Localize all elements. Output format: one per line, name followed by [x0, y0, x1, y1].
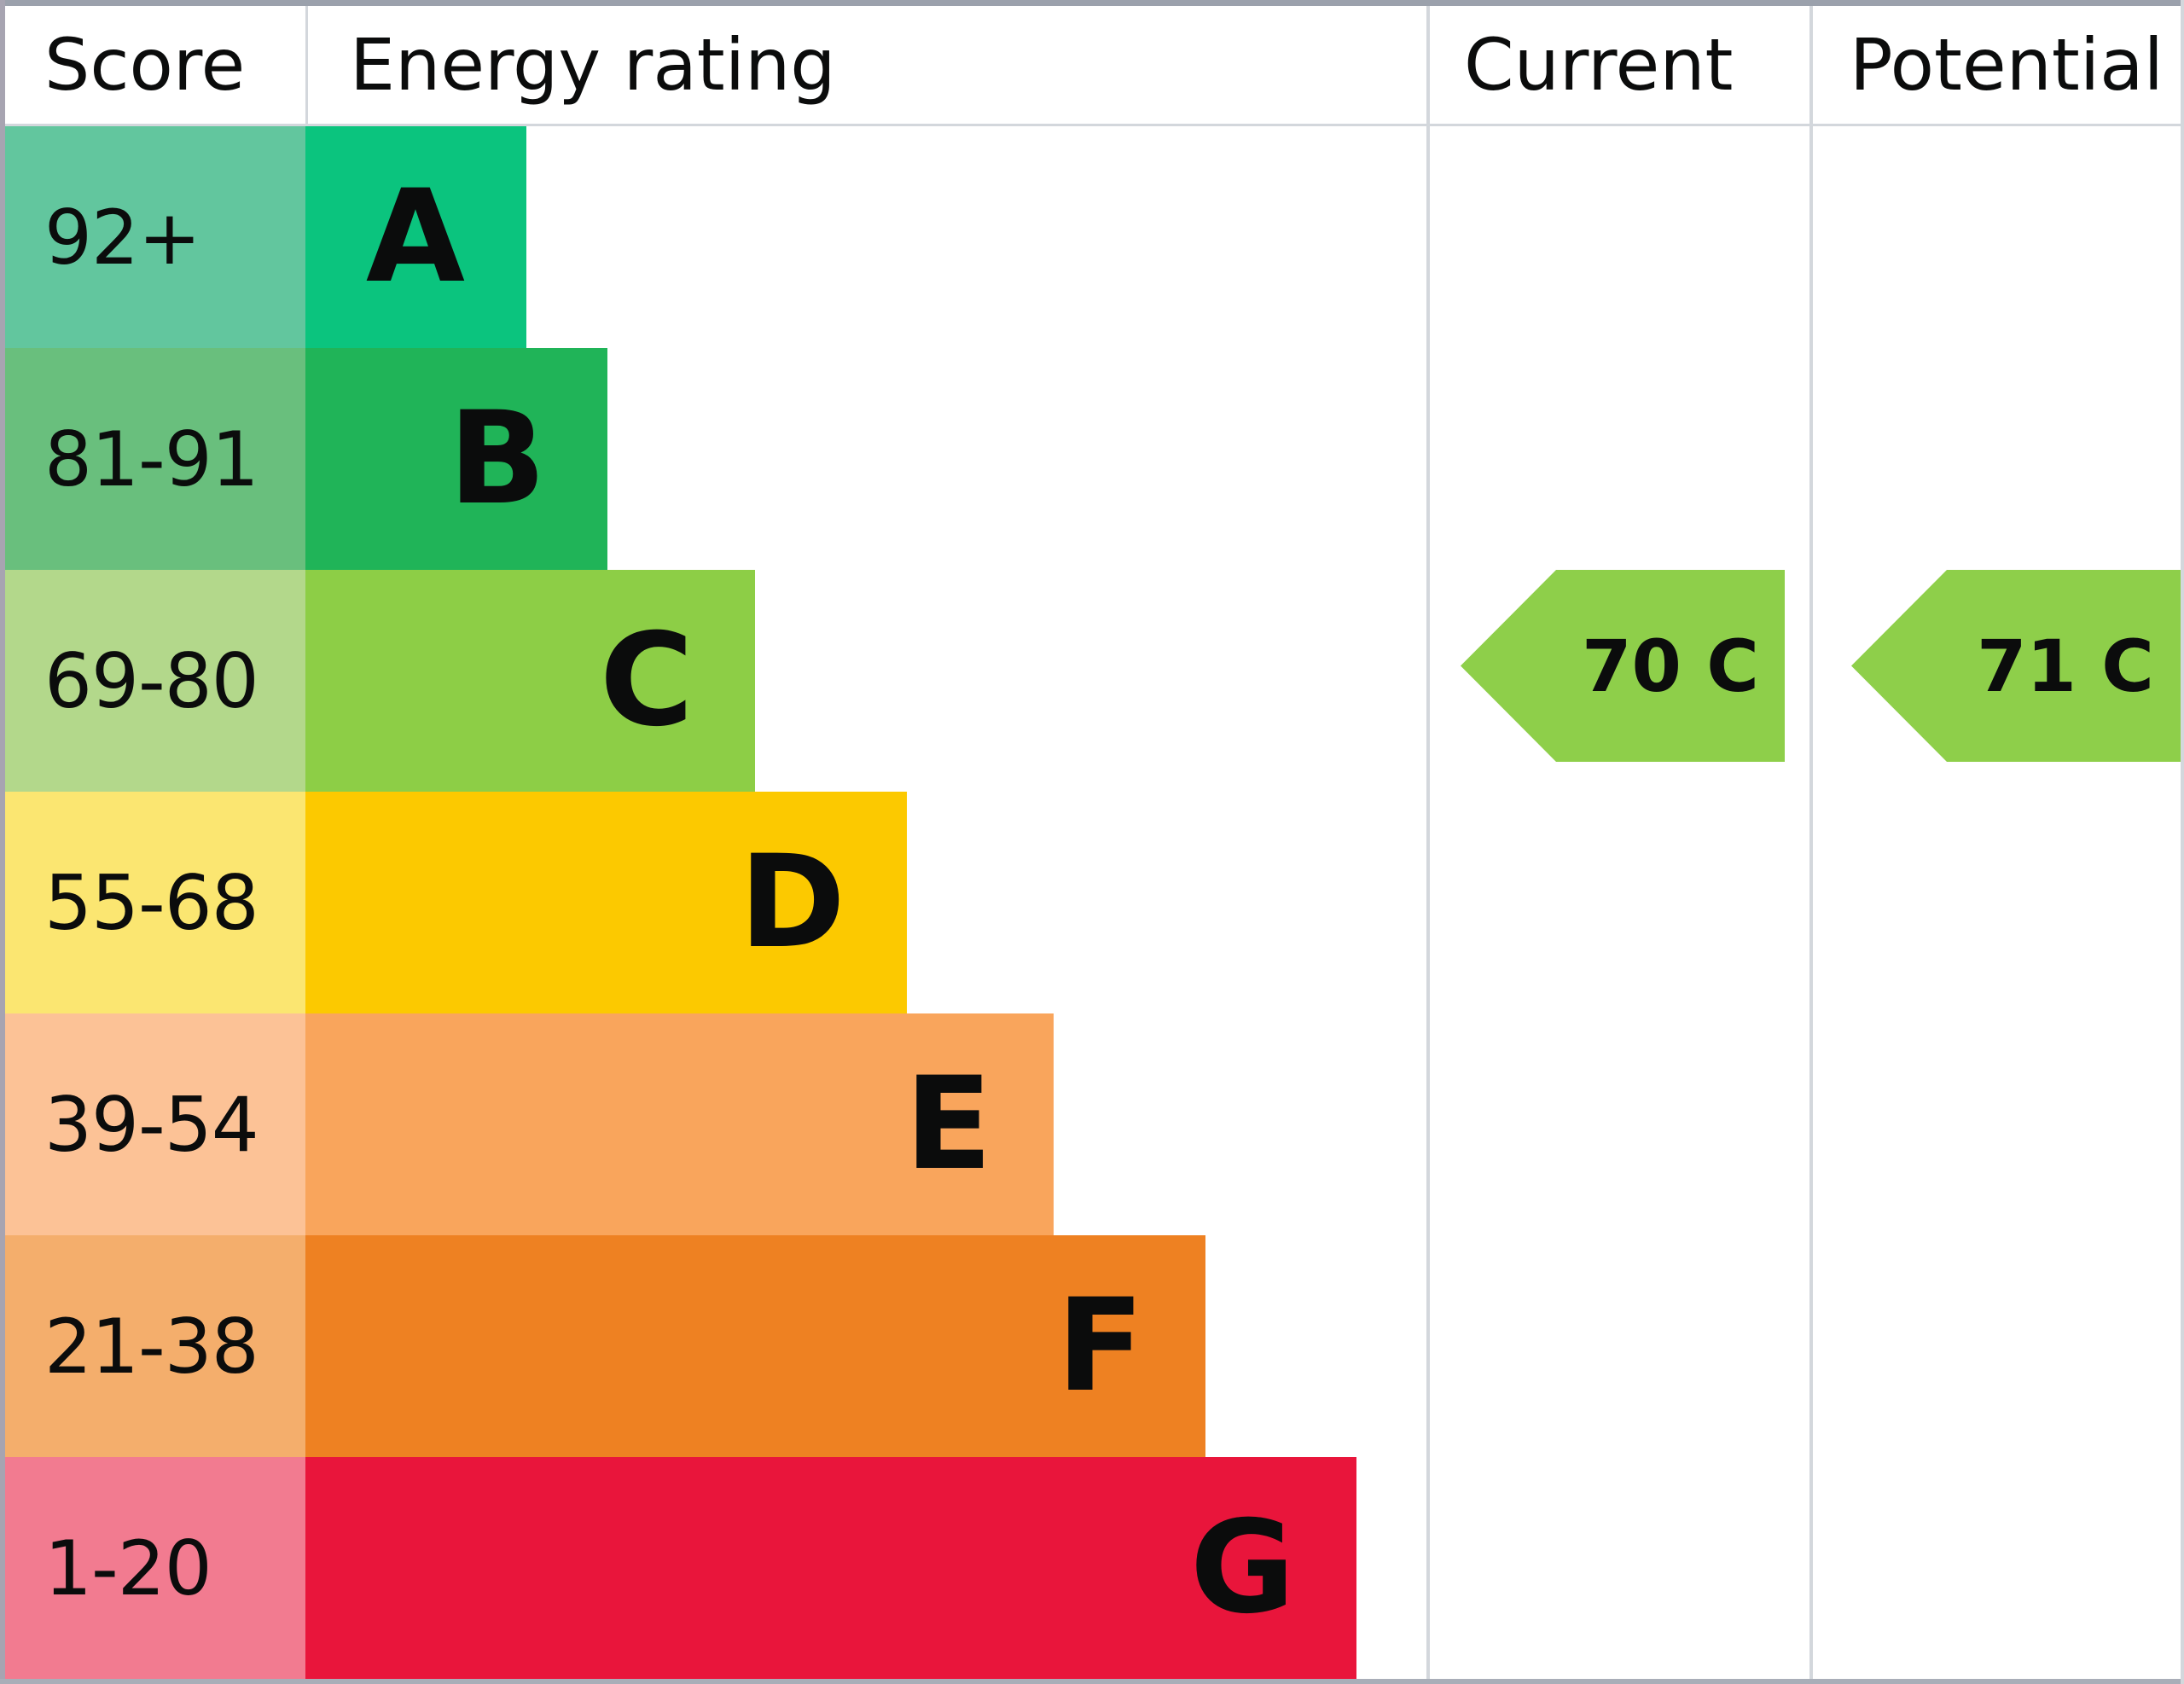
band-score-range: 81-91 — [44, 415, 259, 503]
divider-current-potential — [1809, 6, 1813, 1679]
potential-rating-arrow: 71 C — [1851, 570, 2184, 762]
band-bar: A — [305, 126, 526, 348]
band-row: 81-91 B — [0, 348, 1430, 570]
band-score-range: 21-38 — [44, 1302, 259, 1391]
band-row: 55-68 D — [0, 792, 1430, 1013]
header-current: Current — [1464, 23, 1734, 107]
band-bar: C — [305, 570, 755, 792]
band-score-cell: 69-80 — [5, 570, 305, 792]
header-score: Score — [44, 23, 246, 107]
frame-right — [2181, 0, 2184, 1684]
frame-left — [0, 0, 5, 1684]
band-letter: D — [739, 828, 845, 977]
band-letter: F — [1056, 1272, 1144, 1420]
header-separator-score — [305, 6, 308, 126]
band-score-range: 39-54 — [44, 1080, 259, 1169]
band-score-cell: 81-91 — [5, 348, 305, 570]
band-bar: B — [305, 348, 607, 570]
band-letter: B — [448, 385, 546, 533]
band-letter: A — [365, 163, 465, 311]
band-bar: G — [305, 1457, 1356, 1679]
band-score-cell: 1-20 — [5, 1457, 305, 1679]
band-score-cell: 92+ — [5, 126, 305, 348]
header-potential: Potential — [1850, 23, 2164, 107]
header-underline — [0, 124, 2184, 126]
band-row: 1-20 G — [0, 1457, 1430, 1679]
bands: 92+ A 81-91 B 69-80 C 55-68 D 39-54 — [0, 126, 1430, 1679]
band-score-cell: 39-54 — [5, 1013, 305, 1235]
band-letter: E — [904, 1050, 992, 1199]
current-rating-arrow: 70 C — [1461, 570, 1785, 762]
divider-rating-current — [1426, 6, 1430, 1679]
band-score-range: 92+ — [44, 193, 201, 282]
band-bar: D — [305, 792, 907, 1013]
band-letter: C — [599, 607, 694, 755]
frame-top — [0, 0, 2184, 6]
band-score-range: 1-20 — [44, 1524, 212, 1612]
band-bar: F — [305, 1235, 1205, 1457]
current-rating-label: 70 C — [1582, 624, 1759, 708]
band-score-cell: 55-68 — [5, 792, 305, 1013]
band-row: 21-38 F — [0, 1235, 1430, 1457]
band-score-range: 69-80 — [44, 636, 259, 725]
band-bar: E — [305, 1013, 1054, 1235]
band-row: 69-80 C — [0, 570, 1430, 792]
band-row: 39-54 E — [0, 1013, 1430, 1235]
band-letter: G — [1189, 1494, 1295, 1642]
frame-bottom — [0, 1679, 2184, 1684]
header-energy-rating: Energy rating — [350, 23, 836, 107]
potential-rating-label: 71 C — [1977, 624, 2154, 708]
band-score-range: 55-68 — [44, 858, 259, 947]
band-row: 92+ A — [0, 126, 1430, 348]
band-score-cell: 21-38 — [5, 1235, 305, 1457]
